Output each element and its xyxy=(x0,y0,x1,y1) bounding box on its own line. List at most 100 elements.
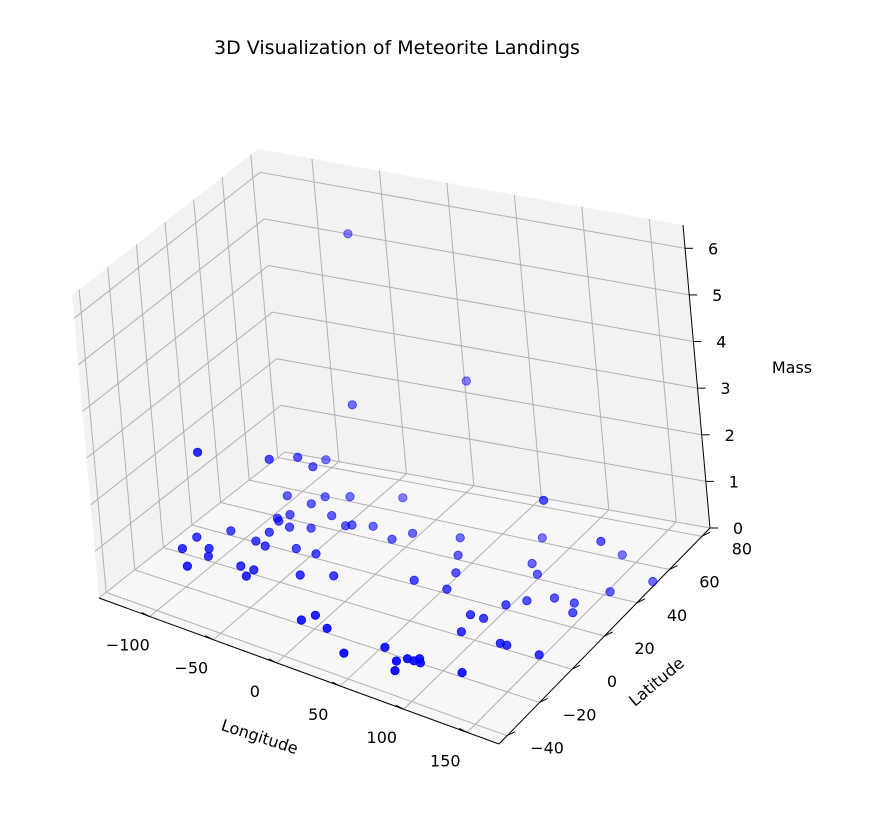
grid-line-y-floor xyxy=(105,591,508,737)
grid-line-y-left xyxy=(193,199,222,503)
scatter-point xyxy=(192,532,202,542)
scatter-point xyxy=(295,570,305,580)
y-tick-mark xyxy=(701,531,711,537)
scatter-point xyxy=(260,541,270,551)
data-points xyxy=(177,229,658,678)
scatter-point xyxy=(321,455,331,465)
grid-line-z-back xyxy=(259,171,686,249)
scatter-point xyxy=(465,610,476,620)
x-tick-mark xyxy=(395,704,404,710)
grid-line-z-back xyxy=(276,358,702,436)
scatter-point xyxy=(478,613,489,624)
chart-title: 3D Visualization of Meteorite Landings xyxy=(214,37,580,59)
y-tick-mark xyxy=(636,598,646,604)
scatter-point xyxy=(522,596,532,606)
scatter-point xyxy=(455,533,465,543)
scatter-point xyxy=(339,648,349,658)
grid-line-z-left xyxy=(73,171,261,319)
scatter-point xyxy=(409,575,419,585)
scatter-point xyxy=(398,493,408,503)
scatter-point xyxy=(390,665,400,676)
z-tick-label: 0 xyxy=(733,519,743,538)
scatter-point xyxy=(532,569,543,579)
scatter-point xyxy=(549,593,560,603)
grid-line-y-left xyxy=(164,221,193,526)
grid-line-y-floor xyxy=(220,502,638,604)
scatter-point xyxy=(596,536,606,547)
y-tick-label: 60 xyxy=(699,573,719,592)
scatter-point xyxy=(380,642,390,652)
x-tick-label: −50 xyxy=(174,659,208,678)
scatter-point xyxy=(347,400,357,410)
z-axis-label: Mass xyxy=(772,358,812,377)
grid-lines xyxy=(73,154,711,737)
x-tick-mark xyxy=(205,635,214,641)
z-axis-line xyxy=(682,224,711,529)
scatter-point xyxy=(285,509,295,520)
scatter-point xyxy=(306,523,316,533)
x-tick-label: 0 xyxy=(250,682,260,701)
scatter-point xyxy=(502,640,512,650)
grid-line-y-left xyxy=(250,154,279,458)
floor-pane xyxy=(99,452,710,744)
scatter-point xyxy=(203,551,213,561)
x-tick-label: 100 xyxy=(367,728,398,747)
y-tick-label: 40 xyxy=(667,606,687,625)
back-pane xyxy=(258,149,710,528)
scatter-point xyxy=(284,522,295,532)
y-tick-mark xyxy=(604,631,613,637)
scatter-point xyxy=(322,623,332,634)
scatter-point xyxy=(501,600,511,610)
grid-line-x-back xyxy=(446,182,475,486)
scatter-point xyxy=(193,447,203,457)
x-axis-label: Longitude xyxy=(219,715,301,758)
grid-line-z-left xyxy=(98,451,286,599)
scatter-point xyxy=(274,516,284,526)
z-tick-label: 6 xyxy=(708,239,718,258)
grid-line-z-left xyxy=(77,218,265,366)
grid-line-z-left xyxy=(94,404,282,552)
grid-line-z-left xyxy=(82,265,269,412)
x-tick-mark xyxy=(332,681,341,687)
scatter-point xyxy=(236,561,246,571)
x-tick-mark xyxy=(268,658,278,664)
scatter-point xyxy=(391,656,401,666)
scatter-point xyxy=(538,495,549,505)
y-tick-mark xyxy=(669,565,678,570)
grid-line-z-left xyxy=(90,358,278,506)
z-tick-label: 3 xyxy=(720,379,730,398)
scatter-point xyxy=(327,510,337,521)
scatter-point xyxy=(568,608,578,618)
scatter-point xyxy=(296,615,306,625)
y-tick-mark xyxy=(571,664,581,670)
z-tick-label: 1 xyxy=(729,472,739,491)
scatter-point xyxy=(347,520,357,530)
scatter-point xyxy=(291,543,301,554)
tick-marks xyxy=(141,247,718,737)
scatter-point xyxy=(451,568,461,578)
x-tick-mark xyxy=(459,727,468,733)
scatter-point xyxy=(648,576,658,587)
scatter-point xyxy=(320,492,330,502)
x-axis-line xyxy=(98,597,500,745)
scatter-point xyxy=(345,491,355,502)
grid-line-y-floor xyxy=(163,546,573,670)
grid-line-y-left xyxy=(78,289,107,593)
y-tick-label: −40 xyxy=(530,739,564,758)
y-tick-label: 0 xyxy=(607,672,617,691)
grid-line-x-back xyxy=(378,170,407,474)
grid-line-x-back xyxy=(648,218,677,523)
z-tick-label: 5 xyxy=(712,286,722,305)
scatter-point xyxy=(282,491,292,501)
scatter-point xyxy=(537,533,547,543)
scatter-point xyxy=(308,462,318,472)
y-tick-mark xyxy=(506,731,516,737)
grid-line-y-floor xyxy=(249,479,670,571)
grid-line-y-left xyxy=(107,266,136,570)
y-axis-label: Latitude xyxy=(625,653,688,710)
x-tick-label: 50 xyxy=(308,705,328,724)
scatter-point xyxy=(226,526,236,536)
grid-line-z-back xyxy=(272,311,698,389)
